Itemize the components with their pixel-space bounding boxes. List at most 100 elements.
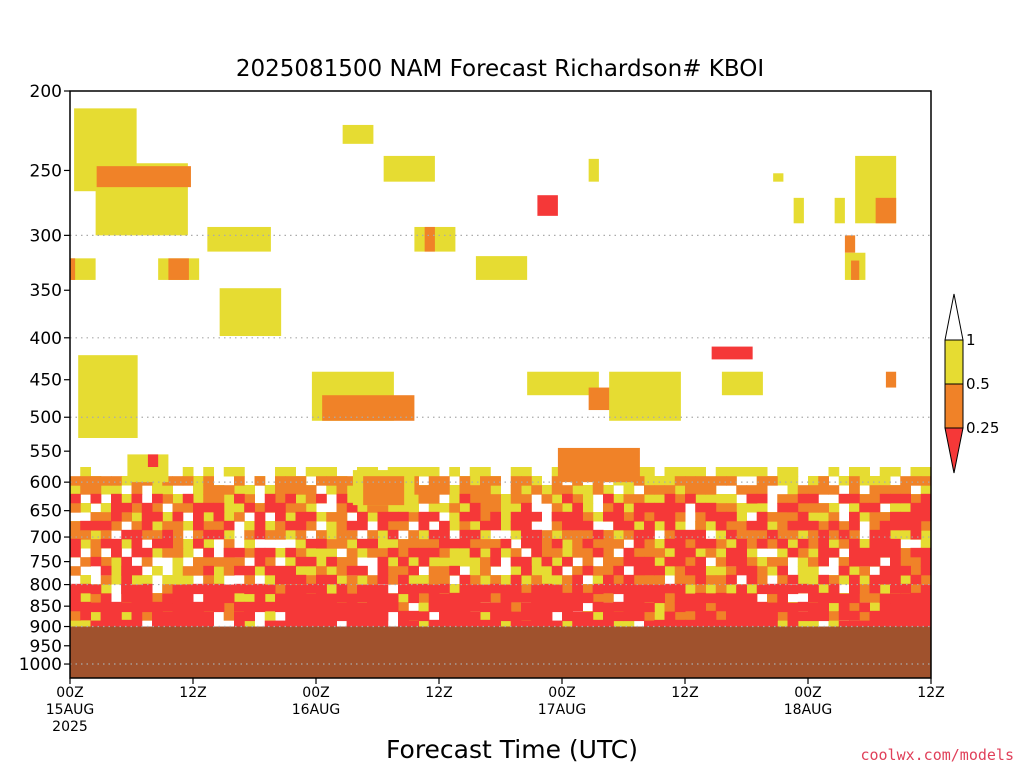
y-tick-label: 350 xyxy=(30,281,62,301)
heatmap-cell-orange xyxy=(172,548,184,558)
heatmap-cell-red xyxy=(746,520,758,531)
heatmap-cell-orange xyxy=(152,530,163,540)
heatmap-cell-red xyxy=(705,538,717,549)
heatmap-cell-red xyxy=(715,620,727,631)
heatmap-cell-yellow xyxy=(500,494,512,504)
heatmap-cell-yellow xyxy=(111,485,122,495)
heatmap-cell-yellow xyxy=(162,485,173,495)
heatmap-cell-red xyxy=(521,520,532,531)
heatmap-cell-orange xyxy=(849,530,860,540)
heatmap-cell-red xyxy=(900,511,911,522)
heatmap-cell-yellow xyxy=(623,485,635,495)
heatmap-cell-red xyxy=(367,620,378,631)
heatmap-cell-orange xyxy=(490,476,501,486)
heatmap-cell-orange xyxy=(326,539,337,549)
heatmap-cell-orange xyxy=(244,575,255,585)
heatmap-cell-orange xyxy=(900,476,911,486)
heatmap-region-orange xyxy=(844,235,856,253)
heatmap-cell-red xyxy=(182,493,194,504)
heatmap-cell-orange xyxy=(223,602,235,612)
heatmap-cell-orange xyxy=(234,476,245,486)
heatmap-cell-yellow xyxy=(182,575,194,585)
heatmap-cell-orange xyxy=(705,476,717,486)
heatmap-cell-orange xyxy=(480,503,491,513)
heatmap-cell-red xyxy=(664,538,676,549)
heatmap-cell-orange xyxy=(490,575,501,585)
heatmap-cell-orange xyxy=(900,557,911,567)
heatmap-cell-orange xyxy=(367,503,378,513)
heatmap-cell-orange xyxy=(818,476,829,486)
heatmap-cell-yellow xyxy=(613,494,624,504)
heatmap-cell-yellow xyxy=(398,503,409,513)
heatmap-cell-red xyxy=(674,502,686,513)
heatmap-cell-red xyxy=(80,601,91,612)
heatmap-cell-red xyxy=(644,529,655,540)
heatmap-cell-red xyxy=(623,611,635,622)
heatmap-cell-yellow xyxy=(480,575,491,585)
heatmap-cell-red xyxy=(418,520,430,531)
heatmap-cell-yellow xyxy=(500,548,512,558)
heatmap-cell-orange xyxy=(900,548,911,558)
heatmap-cell-orange xyxy=(582,530,594,540)
heatmap-cell-yellow xyxy=(644,494,655,504)
heatmap-cell-yellow xyxy=(418,575,430,585)
heatmap-cell-yellow xyxy=(654,494,665,504)
heatmap-cell-orange xyxy=(316,476,327,486)
heatmap-cell-orange xyxy=(254,476,266,486)
heatmap-cell-yellow xyxy=(326,467,337,477)
heatmap-cell-red xyxy=(121,619,132,630)
heatmap-cell-red xyxy=(736,547,747,558)
heatmap-cell-red xyxy=(562,602,573,613)
heatmap-cell-orange xyxy=(336,539,348,549)
heatmap-cell-yellow xyxy=(182,467,194,477)
heatmap-cell-red xyxy=(213,592,225,603)
heatmap-cell-yellow xyxy=(756,467,768,477)
heatmap-cell-red xyxy=(387,602,399,613)
heatmap-cell-orange xyxy=(838,557,850,567)
heatmap-cell-red xyxy=(726,611,737,622)
heatmap-cell-yellow xyxy=(377,530,389,540)
heatmap-cell-orange xyxy=(818,503,829,513)
heatmap-cell-yellow xyxy=(111,575,122,585)
heatmap-cell-orange xyxy=(326,476,337,486)
heatmap-cell-yellow xyxy=(828,539,840,549)
heatmap-cell-red xyxy=(726,556,737,567)
heatmap-cell-yellow xyxy=(152,485,163,495)
heatmap-cell-red xyxy=(213,502,225,513)
heatmap-cell-red xyxy=(746,493,758,504)
heatmap-cell-red xyxy=(90,584,102,595)
heatmap-cell-orange xyxy=(490,539,501,549)
heatmap-cell-red xyxy=(890,601,901,612)
heatmap-cell-red xyxy=(756,520,768,531)
heatmap-cell-red xyxy=(910,511,922,522)
heatmap-cell-yellow xyxy=(521,575,532,585)
credit-text: coolwx.com/models xyxy=(860,746,1014,764)
heatmap-cell-orange xyxy=(756,476,768,486)
heatmap-cell-red xyxy=(254,529,266,540)
heatmap-cell-orange xyxy=(787,530,799,540)
heatmap-cell-orange xyxy=(295,476,307,486)
heatmap-cell-red xyxy=(367,593,378,604)
heatmap-cell-red xyxy=(756,620,768,631)
heatmap-cell-red xyxy=(336,583,348,594)
heatmap-cell-yellow xyxy=(449,584,460,594)
heatmap-cell-yellow xyxy=(736,512,747,522)
heatmap-cell-red xyxy=(900,611,911,622)
heatmap-cell-red xyxy=(346,593,358,604)
heatmap-cell-red xyxy=(326,602,337,613)
heatmap-cell-red xyxy=(920,493,931,504)
heatmap-cell-orange xyxy=(439,476,450,486)
heatmap-cell-yellow xyxy=(818,584,829,594)
heatmap-cell-yellow xyxy=(859,476,870,486)
heatmap-cell-red xyxy=(326,556,337,567)
heatmap-cell-red xyxy=(808,602,819,613)
heatmap-cell-yellow xyxy=(920,539,931,549)
heatmap-cell-yellow xyxy=(223,503,235,513)
heatmap-cell-red xyxy=(285,584,296,595)
heatmap-cell-yellow xyxy=(162,512,173,522)
heatmap-cell-yellow xyxy=(449,494,460,504)
heatmap-cell-yellow xyxy=(264,611,276,621)
heatmap-cell-orange xyxy=(674,494,686,504)
heatmap-cell-yellow xyxy=(80,620,91,630)
heatmap-cell-yellow xyxy=(459,503,471,513)
